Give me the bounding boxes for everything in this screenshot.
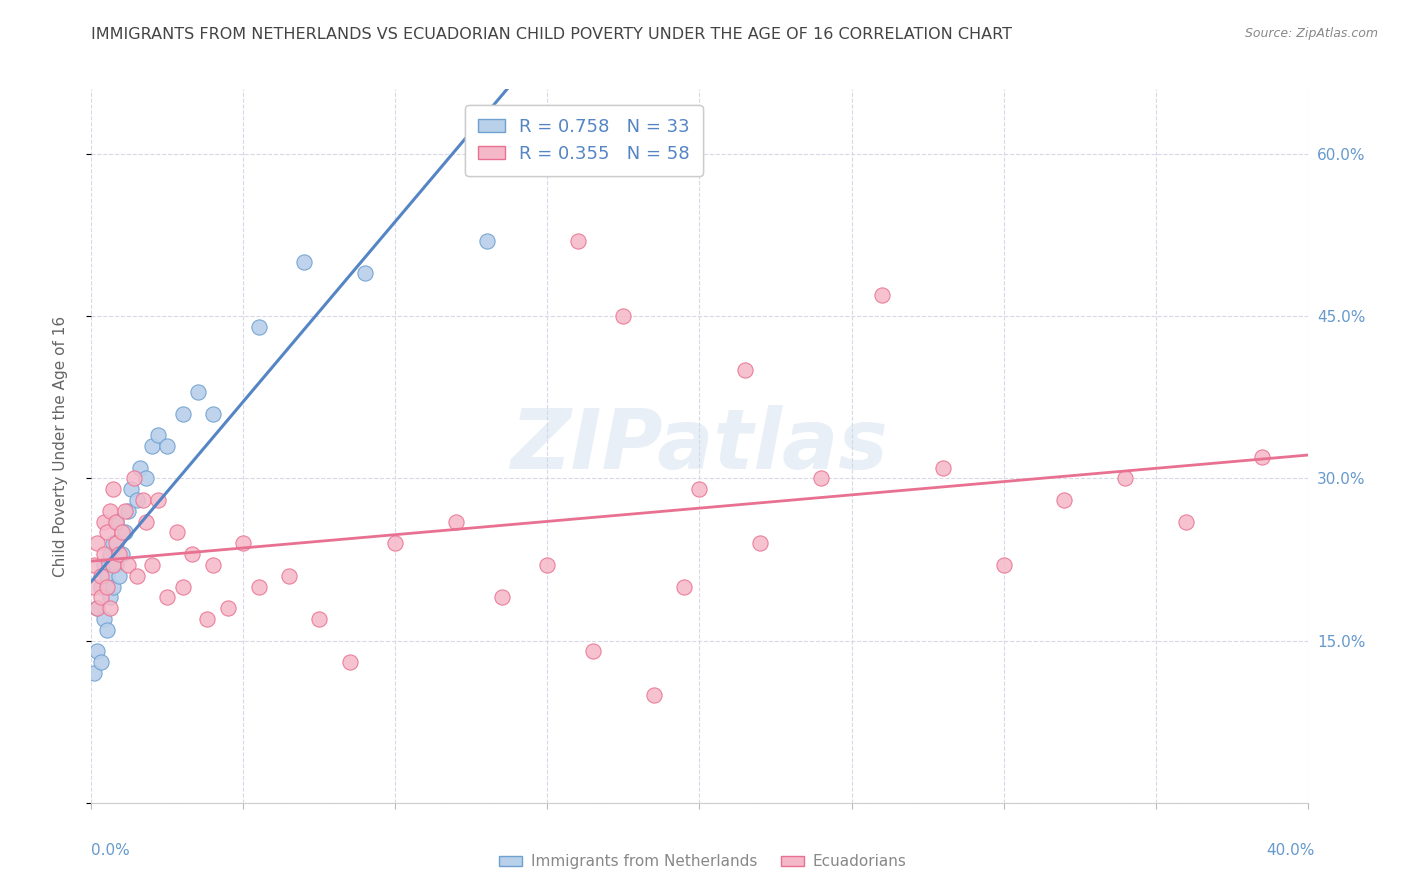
Point <box>96 580 118 594</box>
Point <box>125 568 148 582</box>
Point <box>148 493 170 508</box>
Point <box>114 525 136 540</box>
Point <box>673 580 696 594</box>
Point <box>111 525 134 540</box>
Point <box>643 688 665 702</box>
Point <box>491 591 513 605</box>
Point <box>582 644 605 658</box>
Point <box>86 601 108 615</box>
Point <box>96 623 118 637</box>
Point <box>89 580 111 594</box>
Point <box>156 439 179 453</box>
Point <box>444 515 467 529</box>
Point <box>475 234 498 248</box>
Point <box>292 255 315 269</box>
Point <box>308 612 330 626</box>
Point <box>96 525 118 540</box>
Point <box>86 644 108 658</box>
Point <box>125 493 148 508</box>
Point <box>1053 493 1076 508</box>
Point <box>536 558 558 572</box>
Point <box>111 547 134 561</box>
Point <box>107 547 129 561</box>
Text: IMMIGRANTS FROM NETHERLANDS VS ECUADORIAN CHILD POVERTY UNDER THE AGE OF 16 CORR: IMMIGRANTS FROM NETHERLANDS VS ECUADORIA… <box>91 27 1012 42</box>
Y-axis label: Child Poverty Under the Age of 16: Child Poverty Under the Age of 16 <box>53 316 67 576</box>
Point <box>141 558 163 572</box>
Point <box>810 471 832 485</box>
Point <box>339 655 361 669</box>
Point <box>117 504 139 518</box>
Point <box>166 525 188 540</box>
Point <box>172 407 194 421</box>
Point <box>104 558 127 572</box>
Point <box>129 460 152 475</box>
Point <box>132 493 155 508</box>
Point <box>104 536 127 550</box>
Point <box>202 558 225 572</box>
Point <box>931 460 953 475</box>
Point <box>98 601 121 615</box>
Point <box>98 504 121 518</box>
Point <box>83 558 105 572</box>
Point <box>93 547 115 561</box>
Point <box>734 363 756 377</box>
Point <box>135 515 157 529</box>
Point <box>96 568 118 582</box>
Legend: Immigrants from Netherlands, Ecuadorians: Immigrants from Netherlands, Ecuadorians <box>494 848 912 875</box>
Point <box>101 482 124 496</box>
Point <box>180 547 202 561</box>
Point <box>688 482 710 496</box>
Point <box>195 612 218 626</box>
Point <box>247 320 270 334</box>
Point <box>1251 450 1274 464</box>
Point <box>120 482 142 496</box>
Point <box>135 471 157 485</box>
Point <box>1114 471 1136 485</box>
Point <box>156 591 179 605</box>
Point <box>1174 515 1197 529</box>
Point <box>101 536 124 550</box>
Point <box>93 515 115 529</box>
Point <box>93 612 115 626</box>
Text: 0.0%: 0.0% <box>91 843 131 858</box>
Point <box>86 601 108 615</box>
Point <box>86 536 108 550</box>
Point <box>567 234 589 248</box>
Point <box>749 536 772 550</box>
Point <box>107 568 129 582</box>
Point <box>612 310 634 324</box>
Point <box>217 601 239 615</box>
Point <box>148 428 170 442</box>
Point <box>101 558 124 572</box>
Text: ZIPatlas: ZIPatlas <box>510 406 889 486</box>
Point <box>89 655 111 669</box>
Point <box>247 580 270 594</box>
Point <box>202 407 225 421</box>
Point <box>89 568 111 582</box>
Point <box>232 536 254 550</box>
Point <box>114 504 136 518</box>
Point <box>870 287 893 301</box>
Text: Source: ZipAtlas.com: Source: ZipAtlas.com <box>1244 27 1378 40</box>
Point <box>122 471 145 485</box>
Point <box>104 515 127 529</box>
Point <box>117 558 139 572</box>
Point <box>354 266 377 280</box>
Point <box>101 580 124 594</box>
Point <box>83 580 105 594</box>
Point <box>98 547 121 561</box>
Point <box>104 515 127 529</box>
Point <box>83 666 105 681</box>
Point <box>384 536 406 550</box>
Point <box>141 439 163 453</box>
Text: 40.0%: 40.0% <box>1267 843 1315 858</box>
Point <box>172 580 194 594</box>
Point <box>93 558 115 572</box>
Point <box>993 558 1015 572</box>
Point <box>98 591 121 605</box>
Point <box>278 568 301 582</box>
Legend: R = 0.758   N = 33, R = 0.355   N = 58: R = 0.758 N = 33, R = 0.355 N = 58 <box>465 105 703 176</box>
Point <box>187 384 209 399</box>
Point <box>89 591 111 605</box>
